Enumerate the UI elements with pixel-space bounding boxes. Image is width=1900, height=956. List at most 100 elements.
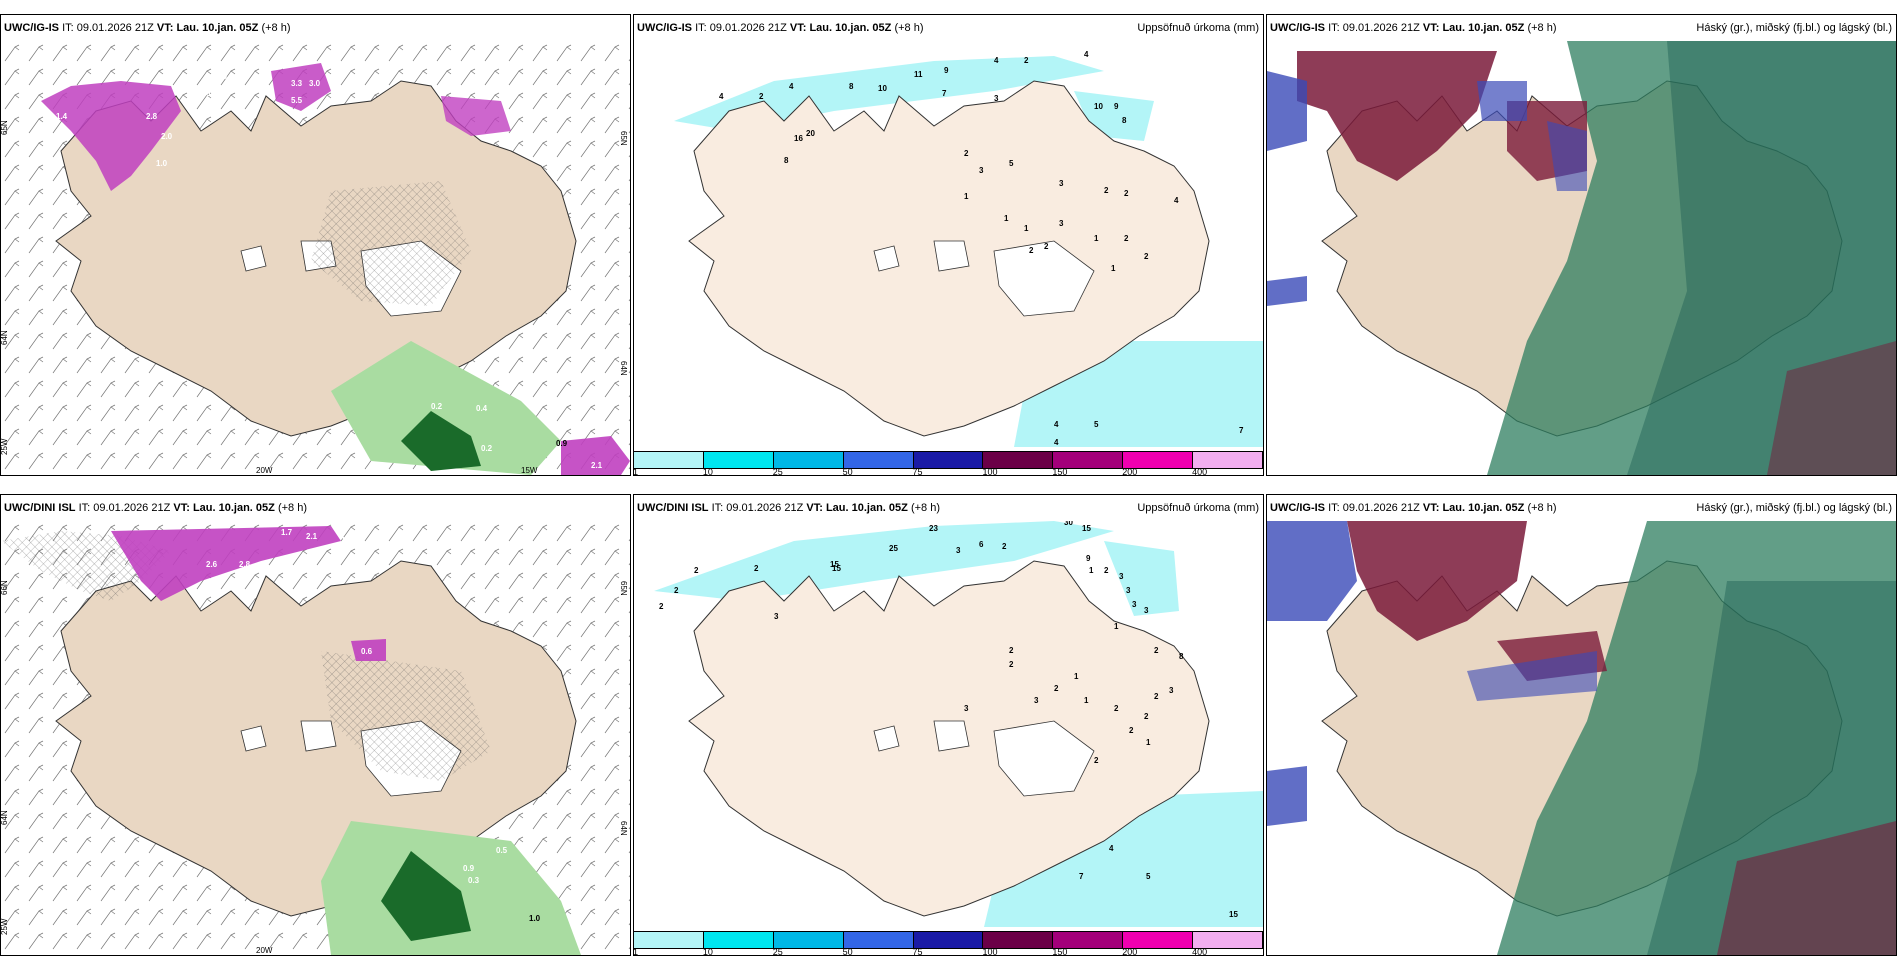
precip-label: 2: [1054, 684, 1059, 693]
it-label: IT:: [695, 22, 707, 34]
panel-wind-snow-bottom: UWC/DINI ISL IT: 09.01.2026 21Z VT: Lau.…: [0, 494, 631, 956]
colorbar-swatch: [634, 452, 704, 468]
model-name: UWC/DINI ISL: [4, 502, 76, 514]
snow-label: 2.6: [206, 560, 218, 569]
precip-label: 2: [1129, 726, 1134, 735]
colorbar-swatch: [1053, 452, 1124, 468]
colorbar-swatch: [1123, 932, 1194, 948]
lat-label: 64N: [619, 821, 628, 836]
precip-label: 2: [1124, 189, 1129, 198]
precip-label: 3: [964, 704, 969, 713]
snow-label: 2.8: [146, 112, 158, 121]
precip-colorbar: 1 10 25 50 75 100 150 200 400: [634, 447, 1263, 475]
forecast-offset: (+8 h): [894, 22, 924, 34]
precip-label: 1: [1146, 738, 1151, 747]
precip-label: 15: [832, 564, 841, 573]
precip-label: 15: [830, 560, 839, 569]
colorbar-swatch: [913, 932, 984, 948]
it-label: IT:: [711, 502, 724, 514]
lat-label: 66N: [1, 580, 9, 595]
colorbar-tick-label: 50: [842, 947, 853, 956]
snow-label: 3.3: [291, 79, 303, 88]
lon-label: 25W: [1, 438, 9, 455]
vt-label: VT:: [1422, 22, 1440, 34]
panel-wind-snow-top: UWC/IG-IS IT: 09.01.2026 21Z VT: Lau. 10…: [0, 14, 631, 476]
model-name: UWC/IG-IS: [1270, 22, 1325, 34]
precip-label: 8: [784, 156, 789, 165]
precip-label: 15: [1082, 524, 1091, 533]
precip-label: 10: [878, 84, 887, 93]
snow-label: 2.1: [591, 461, 603, 470]
precip-label: 3: [1034, 696, 1039, 705]
colorbar-swatches: [634, 931, 1263, 949]
it-value: 09.01.2026 21Z: [1342, 502, 1420, 514]
panel-header: UWC/IG-IS IT: 09.01.2026 21Z VT: Lau. 10…: [1267, 495, 1896, 521]
precip-label: 3: [1132, 600, 1137, 609]
precip-label: 7: [1239, 426, 1244, 435]
vt-label: VT:: [1422, 502, 1440, 514]
precip-label: 1: [1084, 696, 1089, 705]
precip-label: 4: [789, 82, 794, 91]
precip-label: 10: [1094, 102, 1103, 111]
precip-label: 5: [1009, 159, 1014, 168]
colorbar-swatch: [913, 452, 984, 468]
colorbar-tick-label: 25: [772, 467, 783, 476]
colorbar-swatches: [634, 451, 1263, 469]
precip-label: 1: [1089, 566, 1094, 575]
colorbar-tick-label: 50: [842, 467, 853, 476]
colorbar-swatch: [983, 452, 1054, 468]
model-name: UWC/DINI ISL: [637, 502, 709, 514]
precip-label: 3: [956, 546, 961, 555]
lat-label: 64N: [619, 361, 628, 376]
precip-label: 2: [1114, 704, 1119, 713]
colorbar-tick-label: 1: [633, 467, 639, 476]
precip-label: 3: [1169, 686, 1174, 695]
precip-label: 1: [1004, 214, 1009, 223]
precip-label: 4: [994, 56, 999, 65]
model-name: UWC/IG-IS: [637, 22, 692, 34]
snow-label: 3.0: [309, 79, 321, 88]
snow-label: 1.0: [156, 159, 168, 168]
precip-label: 7: [1079, 872, 1084, 881]
precip-label: 8: [849, 82, 854, 91]
snow-label: 1.4: [56, 112, 68, 121]
snow-label: 0.5: [496, 846, 508, 855]
precip-label: 3: [1119, 572, 1124, 581]
colorbar-swatch: [1193, 932, 1263, 948]
precip-label: 2: [754, 564, 759, 573]
precip-label: 9: [1114, 102, 1119, 111]
precip-label: 2: [1154, 646, 1159, 655]
map-canvas: [1267, 521, 1896, 955]
it-value: 09.01.2026 21Z: [709, 22, 787, 34]
snow-label: 0.3: [468, 876, 480, 885]
precip-label: 2: [1154, 692, 1159, 701]
colorbar-labels: 1 10 25 50 75 100 150 200 400: [633, 947, 1263, 956]
lon-label: 20W: [256, 946, 273, 955]
it-value: 09.01.2026 21Z: [1342, 22, 1420, 34]
colorbar-tick-label: 200: [1122, 947, 1138, 956]
vt-label: VT:: [806, 502, 823, 514]
map-canvas: 2.9 1.4 3.3 6.0 5.5 2.0 1.0 0.4 0.2 0.2 …: [1, 41, 630, 475]
precip-label: 2: [1009, 646, 1014, 655]
lon-label: 25W: [1, 918, 9, 935]
precip-label: 11: [914, 70, 923, 79]
vt-value: Lau. 10.jan. 05Z: [809, 22, 892, 34]
precip-label: 7: [942, 89, 947, 98]
panel-title: Háský (gr.), miðský (fj.bl.) og lágský (…: [1696, 502, 1892, 514]
snow-label: 2.8: [239, 560, 251, 569]
precip-label: 2: [1144, 252, 1149, 261]
lat-label: 64N: [1, 810, 9, 825]
snow-label: 1.0: [529, 914, 541, 923]
vt-value: Lau. 10.jan. 05Z: [192, 502, 275, 514]
colorbar-tick-label: 100: [982, 467, 998, 476]
colorbar-tick-label: 100: [982, 947, 998, 956]
precip-label: 2: [1124, 234, 1129, 243]
colorbar-tick-label: 1: [633, 947, 639, 956]
precip-label: 16: [794, 134, 803, 143]
panel-header: UWC/DINI ISL IT: 09.01.2026 21Z VT: Lau.…: [634, 495, 1263, 521]
colorbar-swatch: [843, 452, 914, 468]
precip-label: 1: [1111, 264, 1116, 273]
precip-label: 3: [1126, 586, 1131, 595]
precip-label: 25: [889, 544, 898, 553]
snow-label: 0.9: [556, 439, 568, 448]
